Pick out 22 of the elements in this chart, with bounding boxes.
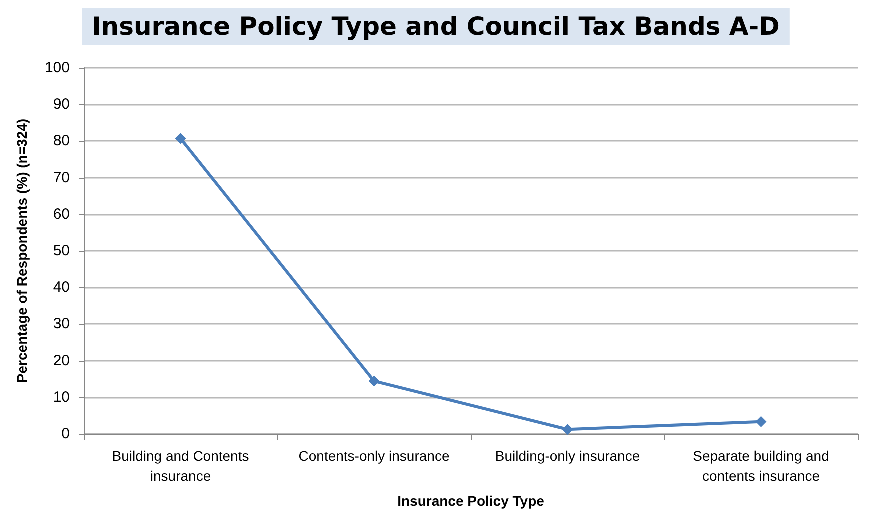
y-tick-label: 80 xyxy=(53,132,70,150)
y-tick-label: 50 xyxy=(53,242,70,260)
point xyxy=(562,424,574,436)
y-tick-label: 30 xyxy=(53,316,70,333)
y-tick-label: 70 xyxy=(53,169,70,186)
y-tick-label: 100 xyxy=(44,60,70,76)
x-tick-label: Contents-only insurance xyxy=(298,448,450,464)
x-tick-label: Separate building and contents insurance xyxy=(693,448,830,484)
point xyxy=(756,416,767,428)
y-tick-label: 0 xyxy=(62,426,70,442)
x-axis-title: Insurance Policy Type xyxy=(398,493,545,509)
y-tick-label: 20 xyxy=(53,352,70,370)
point xyxy=(368,376,380,387)
point xyxy=(175,133,186,144)
x-tick-label: Building and Contents insurance xyxy=(112,448,250,484)
y-axis-title: Percentage of Respondents (%) (n=324) xyxy=(14,118,30,384)
chart-title: Insurance Policy Type and Council Tax Bands A-D xyxy=(92,12,780,41)
x-tick-label: Building-only insurance xyxy=(495,448,640,464)
y-tick-label: 40 xyxy=(53,279,70,296)
y-tick-label: 60 xyxy=(53,206,70,223)
y-tick-label: 10 xyxy=(53,388,70,406)
y-tick-label: 90 xyxy=(53,96,70,114)
